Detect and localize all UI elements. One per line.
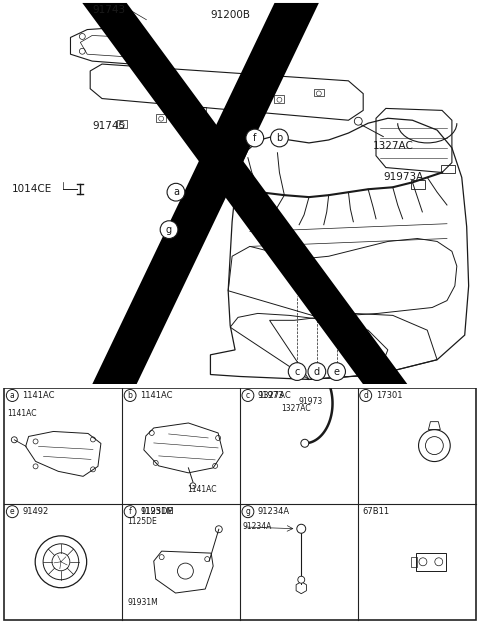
Bar	[196, 107, 205, 115]
Circle shape	[6, 389, 18, 401]
Circle shape	[271, 129, 288, 147]
Polygon shape	[92, 3, 319, 384]
Text: a: a	[173, 188, 179, 198]
Text: 1141AC: 1141AC	[7, 409, 37, 418]
Circle shape	[298, 576, 305, 583]
Text: 1141AC: 1141AC	[140, 391, 172, 400]
Text: 1327AC: 1327AC	[281, 404, 311, 413]
Circle shape	[360, 389, 372, 401]
Circle shape	[328, 362, 346, 381]
Text: 91973: 91973	[299, 397, 323, 406]
Text: b: b	[276, 133, 283, 143]
Text: 1125DE: 1125DE	[127, 517, 157, 526]
Text: 91200B: 91200B	[210, 10, 251, 20]
Text: 1125DE: 1125DE	[140, 507, 173, 516]
Bar	[441, 164, 455, 174]
Text: c: c	[246, 391, 250, 400]
Bar	[275, 95, 284, 102]
Text: 1327AC: 1327AC	[258, 391, 290, 400]
Polygon shape	[82, 3, 408, 384]
Text: 91973A: 91973A	[383, 173, 423, 182]
Text: d: d	[314, 366, 320, 376]
Text: g: g	[166, 224, 172, 234]
Circle shape	[288, 362, 306, 381]
Circle shape	[242, 389, 254, 401]
Text: 91931M: 91931M	[140, 507, 174, 516]
Circle shape	[297, 524, 306, 533]
Circle shape	[6, 506, 18, 518]
Bar	[235, 101, 245, 109]
Bar	[314, 89, 324, 96]
Circle shape	[124, 389, 136, 401]
Text: 17301: 17301	[376, 391, 402, 400]
Text: d: d	[363, 391, 368, 400]
Text: b: b	[128, 391, 132, 400]
Circle shape	[160, 221, 178, 239]
Circle shape	[124, 506, 136, 518]
Circle shape	[301, 439, 309, 448]
Text: 1141AC: 1141AC	[187, 485, 216, 494]
Bar	[416, 552, 446, 571]
Circle shape	[242, 506, 254, 518]
Circle shape	[246, 129, 264, 147]
Text: 1327AC: 1327AC	[373, 141, 414, 151]
Text: e: e	[10, 507, 14, 516]
Text: 1141AC: 1141AC	[22, 391, 55, 400]
Text: e: e	[334, 366, 339, 376]
Text: 91234A: 91234A	[258, 507, 290, 516]
Text: 91973: 91973	[258, 391, 284, 400]
Text: 91234A: 91234A	[243, 522, 272, 531]
Bar	[156, 114, 166, 122]
Circle shape	[308, 362, 326, 381]
Text: 1014CE: 1014CE	[12, 184, 51, 194]
Text: 91931M: 91931M	[127, 598, 158, 607]
Text: f: f	[129, 507, 132, 516]
Text: 91492: 91492	[22, 507, 48, 516]
Text: f: f	[253, 133, 256, 143]
Text: 91743: 91743	[92, 5, 125, 15]
Text: 67B11: 67B11	[363, 507, 390, 516]
Text: 91745: 91745	[92, 121, 125, 131]
Bar	[411, 181, 425, 189]
Bar	[117, 120, 127, 128]
Bar	[411, 557, 417, 567]
Circle shape	[167, 183, 185, 201]
Text: a: a	[10, 391, 15, 400]
Text: g: g	[245, 507, 251, 516]
Text: c: c	[294, 366, 300, 376]
